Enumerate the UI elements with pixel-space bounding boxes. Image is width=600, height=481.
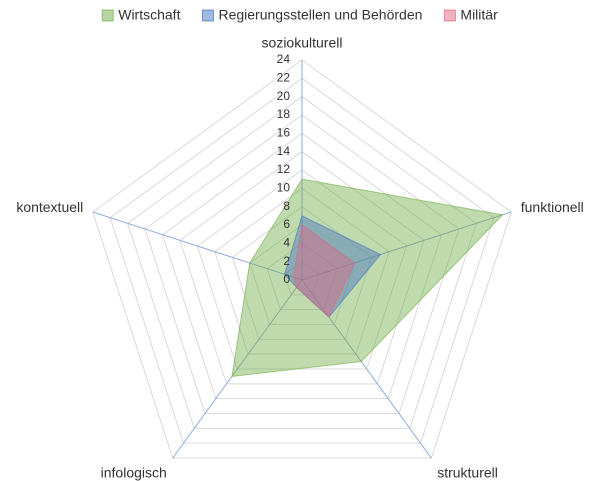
- grid-ring: [196, 169, 408, 370]
- legend-label: Regierungsstellen und Behörden: [218, 7, 422, 23]
- axis-spoke: [301, 279, 432, 459]
- grid-ring: [144, 114, 460, 414]
- grid-ring: [266, 242, 338, 311]
- grid-ring: [283, 261, 321, 296]
- category-label: infologisch: [101, 464, 167, 480]
- grid-ring: [161, 132, 443, 400]
- grid-ring: [109, 77, 495, 444]
- grid-ring: [214, 187, 390, 355]
- axis-spoke: [92, 211, 303, 281]
- grid-ring: [92, 59, 512, 459]
- r-tick-label: 12: [277, 162, 291, 176]
- r-tick-label: 8: [283, 199, 290, 213]
- r-tick-label: 24: [277, 52, 291, 66]
- legend-label: Militär: [460, 7, 498, 23]
- category-label: soziokulturell: [262, 35, 343, 51]
- category-label: kontextuell: [16, 199, 83, 215]
- grid-ring: [231, 206, 373, 340]
- r-tick-label: 0: [283, 272, 290, 286]
- grid-ring: [179, 151, 425, 385]
- legend-label: Wirtschaft: [118, 7, 180, 23]
- legend-swatch: [443, 9, 456, 22]
- axis-spoke: [172, 279, 303, 459]
- r-tick-label: 20: [277, 89, 291, 103]
- r-tick-label: 14: [277, 144, 291, 158]
- grid-ring: [127, 96, 477, 429]
- r-tick-label: 16: [277, 126, 291, 140]
- r-tick-label: 2: [283, 254, 290, 268]
- r-tick-label: 4: [283, 236, 290, 250]
- r-tick-label: 6: [283, 217, 290, 231]
- axis-spoke: [301, 211, 512, 281]
- r-tick-label: 22: [277, 71, 291, 85]
- series-area: [231, 178, 504, 377]
- legend-swatch: [101, 9, 114, 22]
- category-label: strukturell: [437, 464, 498, 480]
- legend-swatch: [201, 9, 214, 22]
- r-tick-label: 18: [277, 107, 291, 121]
- r-tick-label: 10: [277, 181, 291, 195]
- category-label: funktionell: [521, 199, 584, 215]
- series-area: [292, 224, 355, 318]
